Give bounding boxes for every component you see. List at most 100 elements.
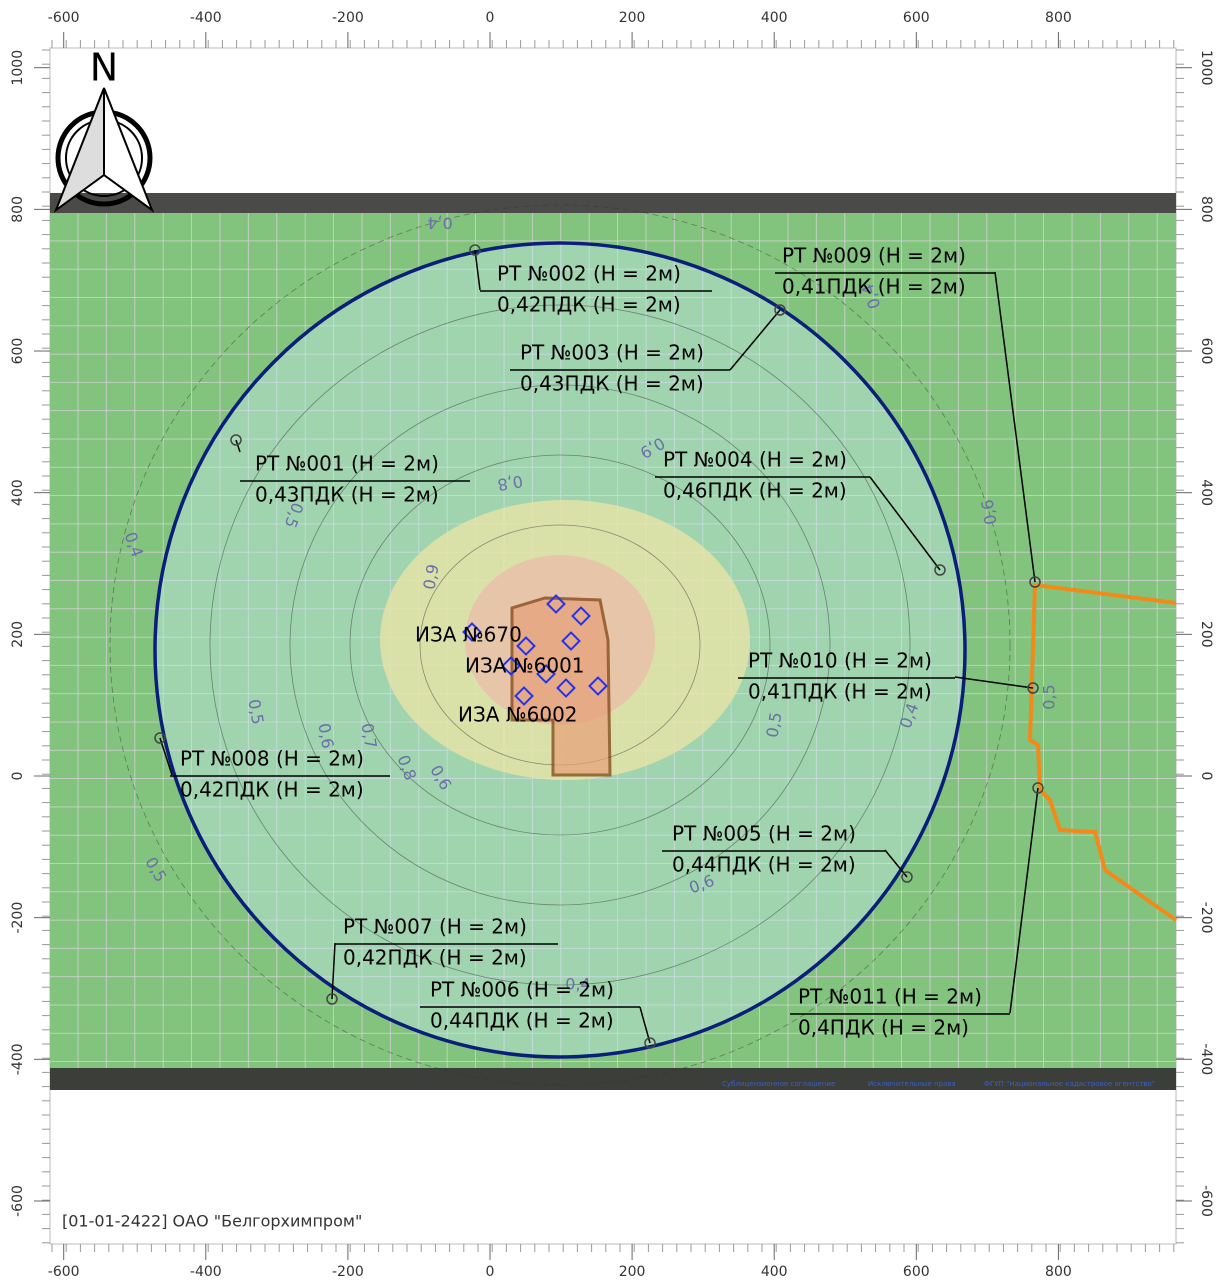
- calc-point: РТ №009 (Н = 2м) 0,41ПДК (Н = 2м): [775, 244, 1041, 588]
- y-tick-label: -600: [10, 1185, 26, 1217]
- x-tick-label: 400: [761, 10, 788, 26]
- point-name: РТ №010 (Н = 2м): [748, 649, 932, 673]
- y-tick-label: 400: [1198, 479, 1214, 506]
- y-tick-label: 400: [10, 479, 26, 506]
- point-marker: [901, 871, 913, 883]
- contour-label: 0,9: [419, 563, 442, 591]
- x-tick-label: -600: [48, 10, 80, 26]
- point-marker: [1032, 782, 1044, 794]
- point-marker: [1027, 682, 1039, 694]
- point-name: РТ №004 (Н = 2м): [663, 448, 847, 472]
- point-marker: [1029, 576, 1041, 588]
- leader: [159, 737, 173, 776]
- contour-label: 0,5: [244, 698, 267, 726]
- leader: [235, 439, 241, 453]
- x-tick-label: 800: [1045, 1264, 1072, 1280]
- y-tick-label: 800: [10, 196, 26, 223]
- y-tick-label: 200: [1198, 621, 1214, 648]
- x-tick-label: 200: [619, 1264, 646, 1280]
- dark-band: [50, 1068, 1176, 1090]
- point-value: 0,44ПДК (Н = 2м): [430, 1009, 614, 1033]
- leader: [1009, 787, 1039, 1014]
- x-tick-label: 400: [761, 1264, 788, 1280]
- point-name: РТ №002 (Н = 2м): [497, 262, 681, 286]
- y-tick-label: -400: [1198, 1043, 1214, 1075]
- leader: [869, 476, 941, 571]
- calc-point: РТ №001 (Н = 2м) 0,43ПДК (Н = 2м): [230, 434, 470, 507]
- calc-point: РТ №002 (Н = 2м) 0,42ПДК (Н = 2м): [469, 244, 712, 317]
- point-marker: [934, 564, 946, 576]
- leader: [331, 942, 336, 1000]
- point-value: 0,42ПДК (Н = 2м): [343, 946, 527, 970]
- leader: [994, 271, 1036, 583]
- point-marker: [154, 732, 166, 744]
- y-tick-label: 0: [1198, 772, 1214, 781]
- point-value: 0,44ПДК (Н = 2м): [672, 853, 856, 877]
- x-tick-label: 800: [1045, 10, 1072, 26]
- calc-point: РТ №005 (Н = 2м) 0,44ПДК (Н = 2м): [662, 822, 913, 883]
- point-name: РТ №011 (Н = 2м): [798, 985, 982, 1009]
- isolines: [109, 204, 1011, 1086]
- calc-point: РТ №008 (Н = 2м) 0,42ПДК (Н = 2м): [154, 732, 390, 802]
- source-label: ИЗА №670: [415, 623, 522, 647]
- point-marker: [774, 304, 786, 316]
- point-name: РТ №009 (Н = 2м): [782, 244, 966, 268]
- x-tick-label: 0: [486, 1264, 495, 1280]
- point-value: 0,41ПДК (Н = 2м): [782, 275, 966, 299]
- point-marker: [326, 993, 338, 1005]
- footer: [01-01-2422] ОАО "Белгорхимпром": [62, 1212, 362, 1231]
- point-name: РТ №007 (Н = 2м): [343, 915, 527, 939]
- point-value: 0,42ПДК (Н = 2м): [497, 293, 681, 317]
- point-value: 0,42ПДК (Н = 2м): [180, 778, 364, 802]
- y-tick-label: 1000: [1198, 50, 1214, 86]
- y-tick-label: 600: [1198, 338, 1214, 365]
- point-value: 0,43ПДК (Н = 2м): [520, 372, 704, 396]
- calc-point: РТ №004 (Н = 2м) 0,46ПДК (Н = 2м): [655, 448, 946, 576]
- source-label: ИЗА №6001: [465, 654, 585, 678]
- contour-label: 0,7: [357, 722, 380, 750]
- compass: N: [53, 46, 155, 213]
- point-value: 0,43ПДК (Н = 2м): [255, 483, 439, 507]
- y-tick-label: 0: [10, 772, 26, 781]
- leader: [884, 849, 908, 878]
- y-tick-label: -200: [10, 902, 26, 934]
- x-tick-label: 600: [903, 10, 930, 26]
- y-tick-label: 200: [10, 621, 26, 648]
- zone-border: [1027, 582, 1178, 922]
- contour-label: 0,5: [762, 711, 785, 739]
- x-tick-label: 0: [486, 10, 495, 26]
- y-tick-label: 1000: [10, 50, 26, 86]
- leader: [954, 676, 1034, 689]
- sources: [462, 594, 608, 706]
- dark-band: [50, 193, 1176, 213]
- boundary-circle: [153, 241, 967, 1059]
- contour-label: 0,6: [314, 722, 337, 750]
- leader: [729, 309, 781, 371]
- contour-label: 0,5: [1040, 684, 1059, 709]
- point-name: РТ №001 (Н = 2м): [255, 452, 439, 476]
- y-tick-label: -400: [10, 1043, 26, 1075]
- contour-label: 0,8: [496, 471, 524, 494]
- x-tick-label: -600: [48, 1264, 80, 1280]
- attribution: Сублицензионное соглашение: [722, 1080, 835, 1088]
- y-tick-label: 600: [10, 338, 26, 365]
- contour-label: 0,4: [565, 975, 590, 994]
- calc-point: РТ №010 (Н = 2м) 0,41ПДК (Н = 2м): [738, 649, 1039, 704]
- contour-label: 0,4: [427, 214, 452, 233]
- leader: [474, 249, 481, 291]
- calc-point: РТ №006 (Н = 2м) 0,44ПДК (Н = 2м): [420, 978, 656, 1049]
- site: [510, 596, 612, 777]
- y-tick-label: -600: [1198, 1185, 1214, 1217]
- point-marker: [469, 244, 481, 256]
- x-tick-label: 200: [619, 10, 646, 26]
- point-marker: [230, 434, 242, 446]
- x-tick-label: -200: [332, 1264, 364, 1280]
- point-name: РТ №003 (Н = 2м): [520, 341, 704, 365]
- attribution: Исключительные права: [868, 1080, 956, 1088]
- north-label: N: [90, 46, 118, 90]
- x-tick-label: -400: [190, 1264, 222, 1280]
- calc-point: РТ №007 (Н = 2м) 0,42ПДК (Н = 2м): [326, 915, 558, 1005]
- source-label: ИЗА №6002: [458, 703, 578, 727]
- calc-point: РТ №003 (Н = 2м) 0,43ПДК (Н = 2м): [510, 304, 786, 396]
